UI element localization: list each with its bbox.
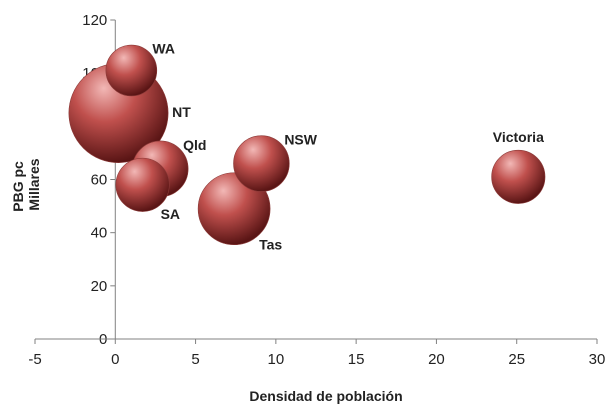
x-tick-label: 10 <box>268 351 285 368</box>
bubble-sa <box>115 157 170 212</box>
bubbles <box>68 44 546 246</box>
y-tick-label: 120 <box>82 12 107 29</box>
bubble-wa <box>105 44 158 97</box>
y-tick-label: 40 <box>91 225 108 242</box>
y-axis-title: PBG pc Millares <box>10 157 42 211</box>
x-tick-label: 25 <box>508 351 525 368</box>
x-tick-label: 0 <box>111 351 119 368</box>
bubble-label-tas: Tas <box>259 237 282 253</box>
bubble-victoria <box>491 149 546 204</box>
bubble-label-qld: Qld <box>183 137 206 153</box>
y-axis-title-line-2: Millares <box>26 158 42 210</box>
bubble-label-victoria: Victoria <box>493 129 544 145</box>
bubble-labels: NT WA SA Qld Tas NSW Victoria <box>152 40 544 252</box>
x-axis-title: Densidad de población <box>249 388 402 404</box>
bubble-nsw <box>233 135 290 192</box>
y-axis-title-line-1: PBG pc <box>10 161 26 212</box>
x-tick-label: 20 <box>428 351 445 368</box>
bubble-label-nt: NT <box>172 104 191 120</box>
y-tick-label: 20 <box>91 278 108 295</box>
x-tick-label: 15 <box>348 351 365 368</box>
x-tick-label: 5 <box>191 351 199 368</box>
bubble-tas <box>197 172 271 246</box>
bubble-label-nsw: NSW <box>284 132 317 148</box>
x-tick-label: -5 <box>28 351 41 368</box>
bubble-label-wa: WA <box>152 40 175 56</box>
y-tick-label: 60 <box>91 172 108 189</box>
bubble-label-sa: SA <box>161 206 180 222</box>
x-tick-label: 30 <box>589 351 606 368</box>
